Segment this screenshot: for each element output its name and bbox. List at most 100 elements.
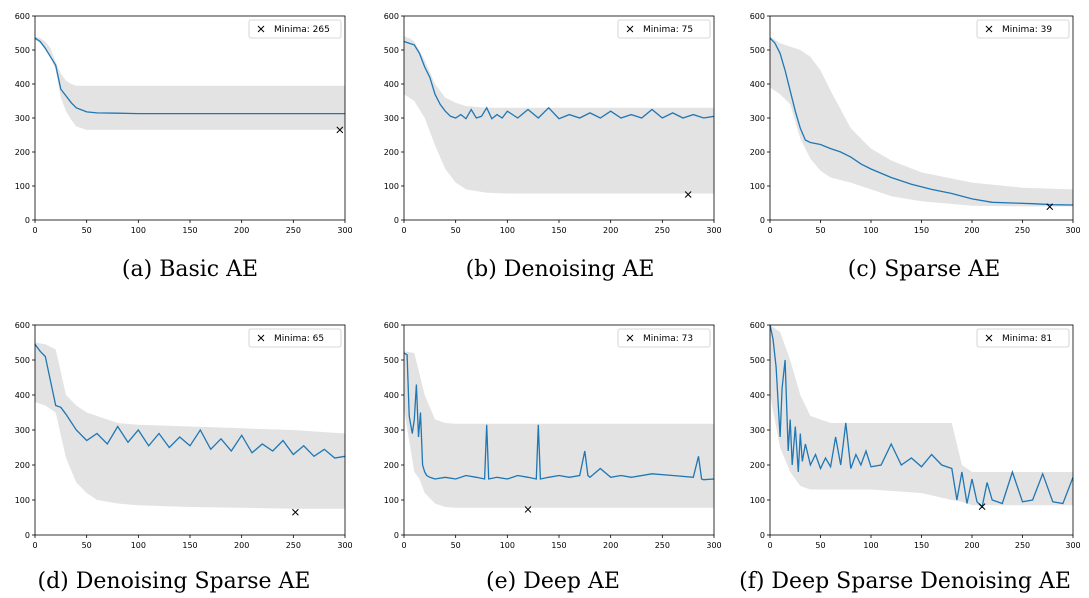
y-tick-label: 600: [384, 12, 399, 21]
x-tick-label: 50: [82, 226, 92, 235]
panel-caption: (b) Denoising AE: [466, 257, 655, 282]
chart-panel: 0 50 100 150 200 250 300 0 100 200 300 400 500 600 Min…: [384, 12, 722, 282]
x-tick-label: 200: [603, 541, 618, 550]
legend-label: Minima: 39: [1002, 25, 1052, 35]
series-line: [403, 352, 715, 481]
y-tick-label: 0: [394, 531, 399, 540]
y-tick-label: 0: [25, 531, 30, 540]
x-tick-label: 200: [234, 541, 249, 550]
x-tick-label: 300: [1065, 226, 1080, 235]
y-tick-label: 200: [750, 461, 765, 470]
x-tick-label: 250: [655, 226, 670, 235]
legend: Minima: 39: [976, 19, 1070, 39]
chart-panel: 0 50 100 150 200 250 300 0 100 200 300 400 500 600 Min…: [750, 12, 1081, 282]
minima-marker: [684, 191, 692, 198]
x-tick-label: 100: [131, 226, 146, 235]
x-tick-label: 200: [603, 226, 618, 235]
x-tick-label: 100: [500, 541, 515, 550]
panel-caption: (e) Deep AE: [486, 569, 620, 594]
chart-panel: 0 50 100 150 200 250 300 0 100 200 300 400 500 600 Min…: [384, 321, 722, 594]
x-tick-label: 300: [1065, 541, 1080, 550]
y-tick-label: 300: [15, 114, 30, 123]
legend: Minima: 75: [617, 19, 711, 39]
y-tick-label: 100: [384, 182, 399, 191]
x-tick-label: 50: [815, 541, 825, 550]
y-tick-label: 500: [15, 356, 30, 365]
legend-marker: [626, 334, 634, 342]
x-tick-label: 0: [32, 226, 37, 235]
panel-caption: (f) Deep Sparse Denoising AE: [739, 569, 1071, 594]
x-tick-label: 150: [914, 226, 929, 235]
legend-label: Minima: 65: [274, 334, 324, 344]
legend-marker: [985, 25, 993, 33]
legend-marker: [257, 334, 265, 342]
y-tick-label: 300: [384, 114, 399, 123]
y-tick-label: 200: [750, 148, 765, 157]
x-tick-label: 250: [1015, 226, 1030, 235]
y-tick-label: 400: [384, 391, 399, 400]
x-tick-label: 250: [1015, 541, 1030, 550]
legend-label: Minima: 73: [643, 334, 693, 344]
y-tick-label: 100: [750, 496, 765, 505]
chart-panel: 0 50 100 150 200 250 300 0 100 200 300 400 500 600 Min…: [739, 321, 1081, 594]
y-tick-label: 400: [15, 80, 30, 89]
panel-caption: (c) Sparse AE: [848, 257, 1001, 282]
x-tick-label: 150: [551, 541, 566, 550]
y-tick-label: 100: [384, 496, 399, 505]
x-tick-label: 100: [131, 541, 146, 550]
y-tick-label: 0: [394, 216, 399, 225]
minima-marker: [524, 506, 532, 513]
y-tick-label: 600: [750, 12, 765, 21]
y-tick-label: 500: [384, 356, 399, 365]
confidence-band: [770, 325, 1073, 506]
minima-marker: [292, 508, 299, 516]
x-tick-label: 0: [767, 541, 772, 550]
x-tick-label: 0: [767, 226, 772, 235]
x-tick-label: 150: [914, 541, 929, 550]
confidence-band: [404, 351, 714, 508]
x-tick-label: 50: [82, 541, 92, 550]
legend-marker: [626, 25, 634, 33]
x-tick-label: 0: [401, 541, 406, 550]
x-tick-label: 250: [286, 226, 301, 235]
y-tick-label: 0: [25, 216, 30, 225]
series-line: [769, 324, 1074, 509]
y-tick-label: 300: [384, 426, 399, 435]
legend: Minima: 265: [248, 19, 342, 39]
x-tick-label: 250: [655, 541, 670, 550]
x-tick-label: 300: [706, 541, 721, 550]
legend: Minima: 65: [248, 328, 342, 348]
y-tick-label: 300: [15, 426, 30, 435]
legend-label: Minima: 81: [1002, 334, 1052, 344]
y-tick-label: 100: [15, 496, 30, 505]
legend: Minima: 73: [617, 328, 711, 348]
y-tick-label: 600: [15, 12, 30, 21]
x-tick-label: 0: [401, 226, 406, 235]
y-tick-label: 200: [15, 148, 30, 157]
y-tick-label: 500: [750, 46, 765, 55]
confidence-band: [35, 342, 345, 509]
legend: Minima: 81: [976, 328, 1070, 348]
y-tick-label: 400: [750, 391, 765, 400]
y-tick-label: 600: [15, 321, 30, 330]
x-tick-label: 100: [863, 541, 878, 550]
minima-marker: [336, 126, 344, 134]
y-tick-label: 300: [750, 426, 765, 435]
x-tick-label: 300: [706, 226, 721, 235]
x-tick-label: 200: [234, 226, 249, 235]
series-line: [34, 343, 346, 459]
x-tick-label: 150: [182, 226, 197, 235]
x-tick-label: 100: [500, 226, 515, 235]
x-tick-label: 50: [451, 226, 461, 235]
x-tick-label: 0: [32, 541, 37, 550]
series-line: [769, 37, 1074, 206]
confidence-band: [35, 36, 345, 130]
x-tick-label: 300: [337, 541, 352, 550]
y-tick-label: 200: [15, 461, 30, 470]
x-tick-label: 200: [964, 541, 979, 550]
y-tick-label: 200: [384, 461, 399, 470]
x-tick-label: 150: [551, 226, 566, 235]
y-tick-label: 100: [15, 182, 30, 191]
x-tick-label: 250: [286, 541, 301, 550]
